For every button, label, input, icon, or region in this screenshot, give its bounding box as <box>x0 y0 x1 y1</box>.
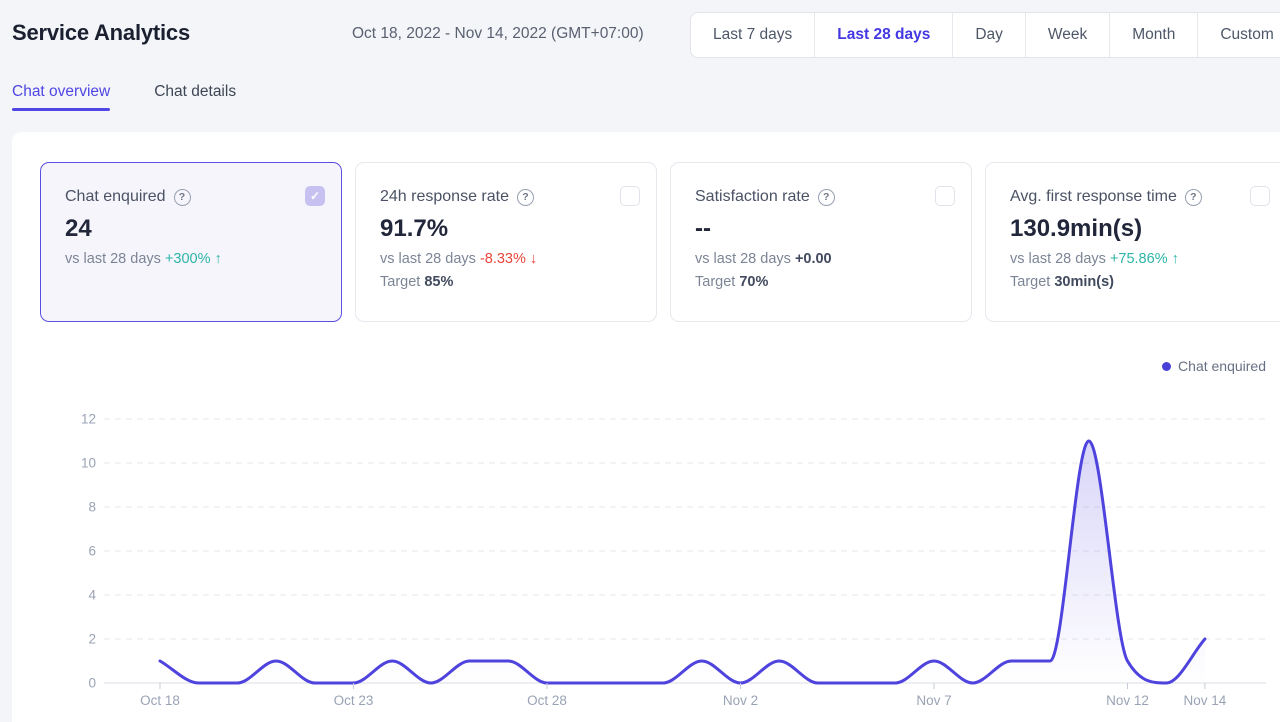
metric-card-value: 24 <box>65 215 92 242</box>
tab-chat-details[interactable]: Chat details <box>154 83 237 100</box>
range-button-last-7-days[interactable]: Last 7 days <box>713 26 793 43</box>
metric-card-compare: vs last 28 days +0.00 <box>695 251 949 267</box>
target-label: Target <box>380 274 425 290</box>
target-value: 85% <box>424 274 454 290</box>
compare-delta: -8.33% <box>479 251 526 267</box>
content-panel: Chat enquired? ✓ 24 vs last 28 days +300% ↑… <box>12 132 1280 722</box>
metric-card-checkbox[interactable] <box>620 186 640 206</box>
help-icon[interactable]: ? <box>173 188 191 206</box>
delta-up-arrow-icon: ↑ <box>210 251 222 267</box>
metric-card-title-row: Satisfaction rate? <box>695 188 949 206</box>
metric-card-title-row: Avg. first response time? <box>1010 188 1264 206</box>
chat-enquired-line-chart[interactable]: 0 2 4 6 8 10 12 Oct 18 Oct 23 Oct 28 Nov 2 Nov 7 Nov… <box>12 380 1280 722</box>
metric-cards-row: Chat enquired? ✓ 24 vs last 28 days +300% ↑… <box>40 162 1280 322</box>
y-axis-label: 4 <box>88 588 96 603</box>
metric-card-title: Avg. first response time <box>1010 188 1177 205</box>
y-axis-label: 0 <box>88 676 96 691</box>
help-icon[interactable]: ? <box>1184 188 1202 206</box>
chart-legend-item[interactable]: Chat enquired <box>1162 358 1266 374</box>
metric-card-title-row: Chat enquired? <box>65 188 319 206</box>
series-line-chat-enquired <box>158 439 1207 685</box>
metric-card-checkbox[interactable]: ✓ <box>305 186 325 206</box>
metric-card-value: 91.7% <box>380 215 449 242</box>
y-axis-label: 6 <box>88 544 96 559</box>
metric-card-title-row: 24h response rate? <box>380 188 634 206</box>
x-axis-label: Nov 12 <box>1106 693 1149 708</box>
range-button-month[interactable]: Month <box>1109 13 1197 57</box>
range-button-custom[interactable]: Custom <box>1197 13 1280 57</box>
target-value: 30min(s) <box>1054 274 1114 290</box>
y-axis-label: 2 <box>88 632 96 647</box>
metric-card-compare: vs last 28 days +75.86% ↑ <box>1010 251 1264 267</box>
metric-card-value: -- <box>695 215 711 242</box>
compare-delta: +75.86% <box>1109 251 1168 267</box>
compare-label: vs last 28 days <box>695 251 795 267</box>
range-button-week[interactable]: Week <box>1024 13 1109 57</box>
compare-label: vs last 28 days <box>380 251 480 267</box>
help-icon[interactable]: ? <box>817 188 835 206</box>
y-axis-label: 10 <box>81 456 96 471</box>
series-area-fill <box>160 441 1205 683</box>
range-button-last-28-days[interactable]: Last 28 days <box>814 13 952 57</box>
page-title: Service Analytics <box>12 20 191 45</box>
metric-card-3[interactable]: Satisfaction rate? -- vs last 28 days +0.0… <box>670 162 972 322</box>
metric-card-4[interactable]: Avg. first response time? 130.9min(s) vs l… <box>985 162 1280 322</box>
metric-card-2[interactable]: 24h response rate? 91.7% vs last 28 days -… <box>355 162 657 322</box>
help-icon[interactable]: ? <box>516 188 534 206</box>
legend-dot-icon <box>1162 361 1172 371</box>
metric-card-title: 24h response rate <box>380 188 509 205</box>
metric-card-title: Chat enquired <box>65 188 166 205</box>
x-axis-label: Nov 14 <box>1184 693 1227 708</box>
compare-delta: +300% <box>164 251 211 267</box>
y-axis-label: 8 <box>88 500 96 515</box>
compare-label: vs last 28 days <box>65 251 165 267</box>
metric-card-target: Target 70% <box>695 274 949 290</box>
target-label: Target <box>1010 274 1055 290</box>
metric-card-1[interactable]: Chat enquired? ✓ 24 vs last 28 days +300% ↑ <box>40 162 342 322</box>
compare-delta: +0.00 <box>794 251 832 267</box>
target-value: 70% <box>739 274 769 290</box>
metric-card-title: Satisfaction rate <box>695 188 810 205</box>
metric-card-target: Target 85% <box>380 274 634 290</box>
x-axis-label: Oct 23 <box>334 693 374 708</box>
metric-card-compare: vs last 28 days +300% ↑ <box>65 251 319 267</box>
x-axis-label: Oct 28 <box>527 693 567 708</box>
tab-bar: Chat overview Chat details <box>12 83 236 119</box>
range-button-day[interactable]: Day <box>952 13 1025 57</box>
metric-card-checkbox[interactable] <box>935 186 955 206</box>
delta-up-arrow-icon: ↑ <box>1167 251 1179 267</box>
compare-label: vs last 28 days <box>1010 251 1110 267</box>
delta-down-arrow-icon: ↓ <box>525 251 538 267</box>
date-range-text: Oct 18, 2022 - Nov 14, 2022 (GMT+07:00) <box>352 25 644 42</box>
metric-card-compare: vs last 28 days -8.33% ↓ <box>380 251 634 267</box>
legend-label: Chat enquired <box>1178 358 1266 374</box>
metric-card-checkbox[interactable] <box>1250 186 1270 206</box>
x-axis-label: Nov 7 <box>916 693 951 708</box>
y-axis-label: 12 <box>81 412 96 427</box>
date-range-selector: Last 7 days Last 28 days Day Week Month Custo… <box>690 12 1280 58</box>
tab-chat-overview[interactable]: Chat overview <box>12 83 111 119</box>
x-axis-label: Nov 2 <box>723 693 758 708</box>
x-axis-label: Oct 18 <box>140 693 180 708</box>
target-label: Target <box>695 274 740 290</box>
metric-card-value: 130.9min(s) <box>1010 215 1143 242</box>
metric-card-target: Target 30min(s) <box>1010 274 1264 290</box>
